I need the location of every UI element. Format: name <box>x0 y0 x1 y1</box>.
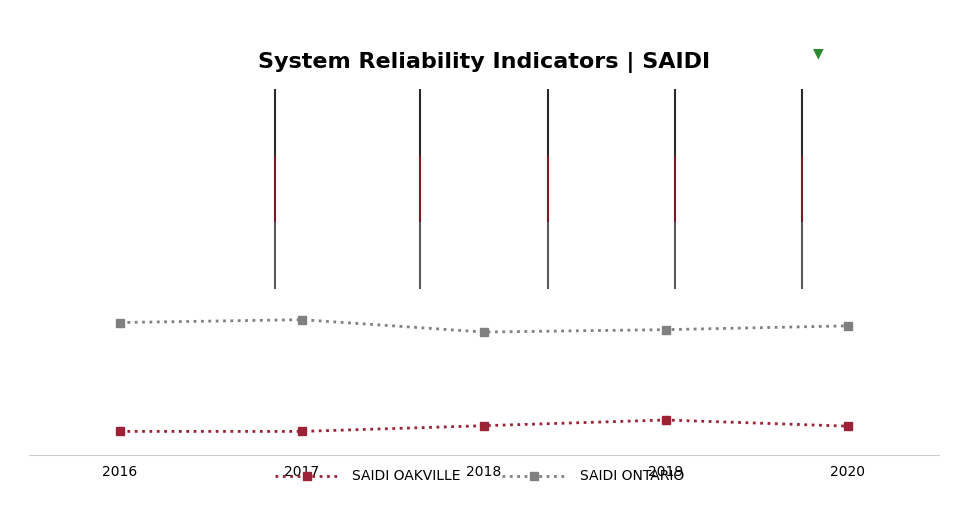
Text: 0.50: 0.50 <box>462 180 506 198</box>
Text: 2016: 2016 <box>322 113 373 132</box>
Text: SAIDI: SAIDI <box>75 175 130 193</box>
Text: SAIDI ONTARIO: SAIDI ONTARIO <box>580 469 683 483</box>
Text: 0.62: 0.62 <box>590 180 634 198</box>
Text: 2017: 2017 <box>459 113 509 132</box>
Text: 2019: 2019 <box>713 113 764 132</box>
Text: 2020: 2020 <box>850 113 900 132</box>
Text: 0.74: 0.74 <box>716 180 761 198</box>
Text: 2.64: 2.64 <box>716 246 761 265</box>
Text: 2.85: 2.85 <box>462 246 506 265</box>
Text: 2.79: 2.79 <box>325 246 370 265</box>
Text: System Reliability Indicators | SAIDI: System Reliability Indicators | SAIDI <box>257 52 711 73</box>
Text: 0.61: 0.61 <box>853 180 897 198</box>
Text: 2.72: 2.72 <box>853 246 897 265</box>
Text: Year: Year <box>130 113 174 132</box>
Text: 2018: 2018 <box>587 113 636 132</box>
Text: OAKVILLE: OAKVILLE <box>173 190 226 201</box>
Text: SAIDI: SAIDI <box>75 241 130 259</box>
Text: SAIDI OAKVILLE: SAIDI OAKVILLE <box>352 469 461 483</box>
Text: ONTARIO: ONTARIO <box>173 257 222 267</box>
Text: 2.59: 2.59 <box>590 246 634 265</box>
Text: ▼: ▼ <box>813 47 823 61</box>
Text: 0.50: 0.50 <box>325 180 370 198</box>
